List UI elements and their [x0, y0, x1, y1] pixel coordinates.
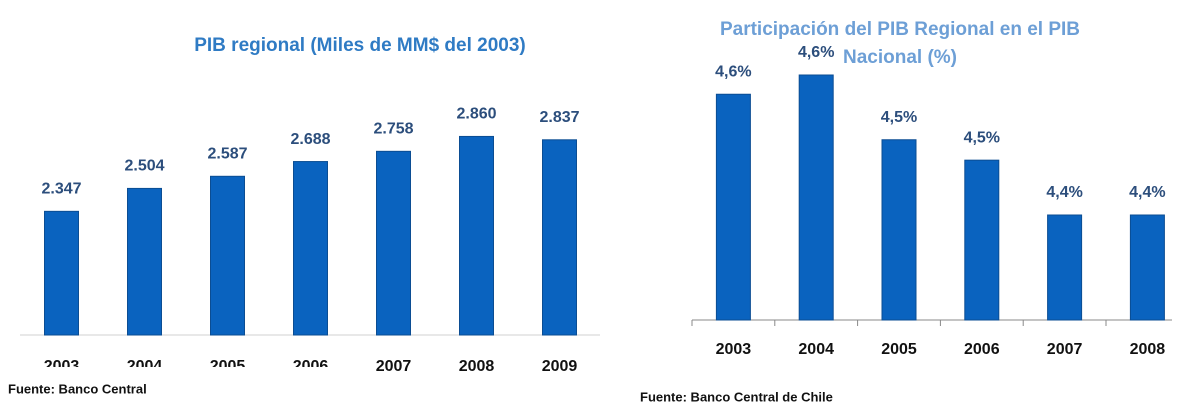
x-tick-label: 2004: [798, 341, 834, 358]
value-label: 2.688: [290, 131, 330, 148]
x-tick-label: 2007: [1047, 341, 1083, 358]
value-label: 4,5%: [964, 129, 1000, 146]
bar: [1047, 214, 1083, 321]
bar: [881, 139, 917, 321]
x-tick-label: 2006: [964, 341, 1000, 358]
value-label: 2.758: [373, 121, 413, 138]
label-cover: [20, 367, 352, 381]
x-tick-label: 2009: [542, 358, 578, 375]
value-label: 2.860: [456, 106, 496, 123]
value-label: 4,5%: [881, 109, 917, 126]
value-label: 4,6%: [798, 44, 834, 61]
x-tick-label: 2005: [881, 341, 917, 358]
source-note: Fuente: Banco Central de Chile: [640, 389, 833, 404]
x-tick-label: 2008: [1130, 341, 1166, 358]
value-label: 2.504: [124, 158, 164, 175]
source-note: Fuente: Banco Central: [8, 381, 147, 396]
chart-title: PIB regional (Miles de MM$ del 2003): [194, 35, 526, 56]
x-tick-label: 2008: [459, 358, 495, 375]
value-label: 4,4%: [1129, 184, 1165, 201]
bar: [210, 175, 245, 336]
bar: [798, 74, 834, 321]
value-label: 2.837: [539, 109, 579, 126]
bar: [293, 161, 328, 336]
value-label: 4,6%: [715, 63, 751, 80]
bar: [542, 139, 577, 336]
value-label: 4,4%: [1046, 184, 1082, 201]
bar: [376, 150, 411, 336]
chart-title: Nacional (%): [843, 47, 957, 68]
x-tick-label: 2007: [376, 358, 412, 375]
x-tick-label: 2003: [716, 341, 752, 358]
bar: [44, 210, 79, 336]
bar: [127, 187, 162, 336]
bar: [459, 135, 494, 336]
chart-title: Participación del PIB Regional en el PIB: [720, 19, 1080, 40]
bar: [964, 159, 1000, 321]
bar: [715, 93, 751, 321]
value-label: 2.587: [207, 146, 247, 163]
value-label: 2.347: [41, 181, 81, 198]
bar: [1129, 214, 1165, 321]
